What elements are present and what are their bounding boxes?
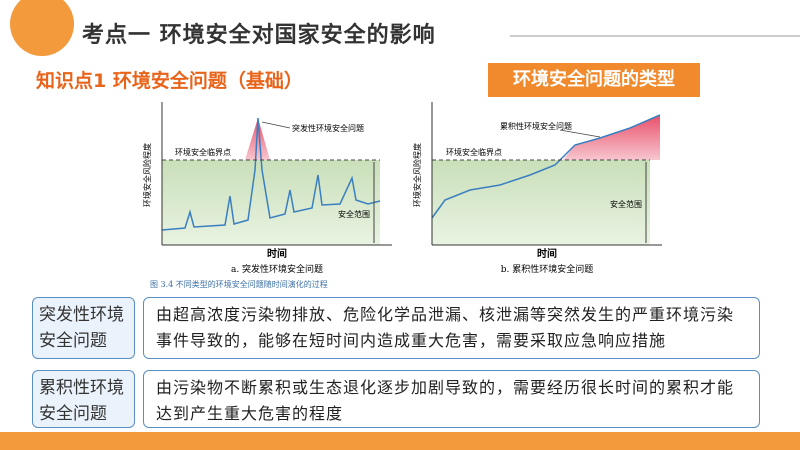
risk-line [431, 114, 661, 219]
risk-line [161, 117, 381, 231]
header-title: 考点一 环境安全对国家安全的影响 [82, 23, 436, 48]
decor-circle [10, 0, 74, 56]
caption: a. 突发性环境安全问题 [231, 263, 323, 275]
section-badge: 环境安全问题的类型 [488, 63, 700, 97]
annotation: 累积性环境安全问题 [500, 121, 572, 131]
x-label: 时间 [267, 247, 287, 260]
leader [559, 129, 601, 138]
safe-zone [432, 160, 650, 245]
term: 突发性环境安全问题 [32, 297, 135, 359]
footer-bar [0, 432, 800, 450]
description: 由污染物不断累积或生态退化逐步加剧导致的，需要经历很长时间的累积才能达到产生重大… [143, 370, 760, 428]
threshold-label: 环境安全临界点 [175, 147, 231, 157]
safe-label: 安全范围 [610, 199, 642, 209]
safe-label: 安全范围 [338, 209, 370, 219]
caption: b. 累积性环境安全问题 [501, 263, 593, 275]
threshold-label: 环境安全临界点 [446, 147, 502, 157]
panel-a: 环境安全风险程度 环境安全临界点 突发性环境安全问题 安全范围 时间 a. 突发… [142, 102, 392, 275]
annotation: 突发性环境安全问题 [292, 123, 364, 133]
y-label: 环境安全风险程度 [412, 143, 422, 207]
safe-zone [162, 160, 380, 245]
description: 由超高浓度污染物排放、危险化学品泄漏、核泄漏等突然发生的严重环境污染事件导致的，… [143, 297, 760, 359]
panel-b: 环境安全风险程度 环境安全临界点 累积性环境安全问题 安全范围 时间 b. 累积… [412, 102, 662, 275]
section-title: 知识点1 环境安全问题（基础） [36, 70, 303, 92]
term: 累积性环境安全问题 [32, 370, 135, 428]
leader [261, 121, 291, 129]
x-label: 时间 [537, 247, 557, 260]
figure-caption: 图 3.4 不同类型的环境安全问题随时间演化的过程 [150, 279, 328, 289]
y-label: 环境安全风险程度 [142, 143, 152, 207]
